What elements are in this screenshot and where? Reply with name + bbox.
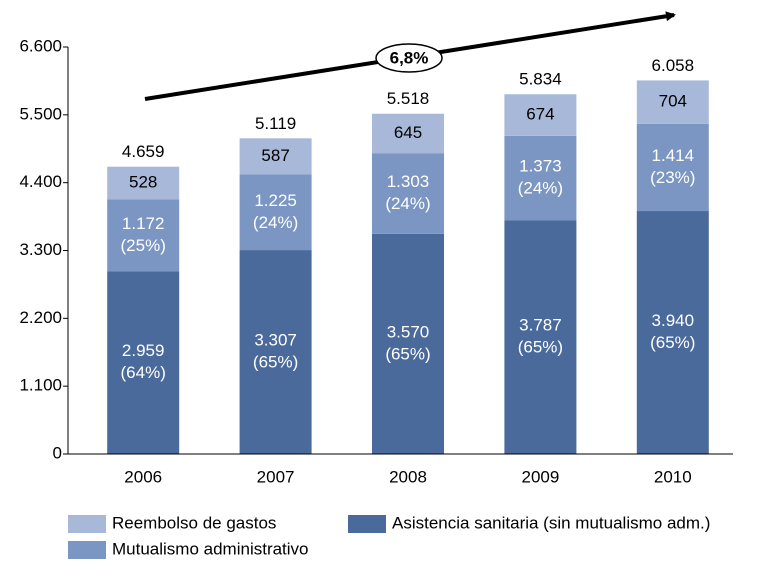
share-label: (65%) bbox=[385, 344, 430, 363]
bar-segment bbox=[372, 113, 444, 154]
value-label: 1.414 bbox=[652, 146, 695, 165]
y-tick-label: 2.200 bbox=[19, 308, 62, 327]
share-label: (24%) bbox=[518, 179, 563, 198]
value-label: 3.787 bbox=[519, 316, 562, 335]
bar-segment bbox=[372, 153, 444, 234]
annotation: 6,8% bbox=[390, 48, 429, 67]
value-label: 674 bbox=[526, 105, 554, 124]
share-label: (24%) bbox=[253, 213, 298, 232]
total-label: 6.058 bbox=[652, 56, 695, 75]
value-label: 1.225 bbox=[254, 191, 297, 210]
y-tick-label: 0 bbox=[53, 443, 62, 462]
x-tick-label: 2007 bbox=[257, 467, 295, 486]
share-label: (23%) bbox=[650, 168, 695, 187]
total-label: 4.659 bbox=[122, 142, 165, 161]
legend-swatch bbox=[68, 515, 106, 533]
share-label: (65%) bbox=[253, 353, 298, 372]
bar-segment bbox=[636, 80, 709, 124]
value-label: 3.940 bbox=[652, 311, 695, 330]
value-label: 587 bbox=[261, 146, 289, 165]
x-tick-label: 2010 bbox=[654, 467, 692, 486]
value-label: 704 bbox=[659, 92, 687, 111]
bar-segment bbox=[107, 271, 180, 454]
share-label: (24%) bbox=[385, 194, 430, 213]
value-label: 528 bbox=[129, 172, 157, 191]
bar-segment bbox=[372, 233, 444, 454]
share-label: (65%) bbox=[518, 338, 563, 357]
bar-segment bbox=[504, 220, 577, 454]
y-tick-label: 4.400 bbox=[19, 172, 62, 191]
y-tick-label: 1.100 bbox=[19, 376, 62, 395]
annotation-bubble bbox=[375, 43, 443, 73]
x-tick-label: 2009 bbox=[521, 467, 559, 486]
total-label: 5.518 bbox=[387, 89, 430, 108]
total-label: 5.834 bbox=[519, 70, 562, 89]
bar-segment bbox=[239, 138, 312, 175]
bar-segment bbox=[107, 166, 180, 200]
bar-segment bbox=[239, 250, 312, 454]
legend-label: Reembolso de gastos bbox=[112, 513, 276, 532]
bar-segment bbox=[636, 211, 709, 454]
value-label: 1.172 bbox=[122, 214, 165, 233]
share-label: (25%) bbox=[121, 236, 166, 255]
total-label: 5.119 bbox=[255, 114, 296, 133]
bar-segment bbox=[504, 94, 577, 136]
x-tick-label: 2008 bbox=[389, 467, 427, 486]
value-label: 645 bbox=[394, 123, 422, 142]
legend-swatch bbox=[68, 541, 106, 559]
value-label: 1.303 bbox=[387, 172, 430, 191]
value-label: 2.959 bbox=[122, 341, 165, 360]
value-label: 3.307 bbox=[254, 331, 297, 350]
y-tick-label: 3.300 bbox=[19, 240, 62, 259]
x-tick-label: 2006 bbox=[124, 467, 162, 486]
legend-label: Asistencia sanitaria (sin mutualismo adm… bbox=[392, 513, 710, 532]
y-tick-label: 6.600 bbox=[19, 36, 62, 55]
value-label: 3.570 bbox=[387, 322, 430, 341]
legend-label: Mutualismo administrativo bbox=[112, 539, 309, 558]
value-label: 1.373 bbox=[519, 157, 562, 176]
share-label: (64%) bbox=[121, 363, 166, 382]
share-label: (65%) bbox=[650, 333, 695, 352]
bar-segment bbox=[504, 135, 577, 221]
legend-swatch bbox=[348, 515, 386, 533]
bar-segment bbox=[636, 123, 709, 212]
bar-segment bbox=[107, 199, 180, 272]
y-tick-label: 5.500 bbox=[19, 104, 62, 123]
bar-segment bbox=[239, 174, 312, 251]
